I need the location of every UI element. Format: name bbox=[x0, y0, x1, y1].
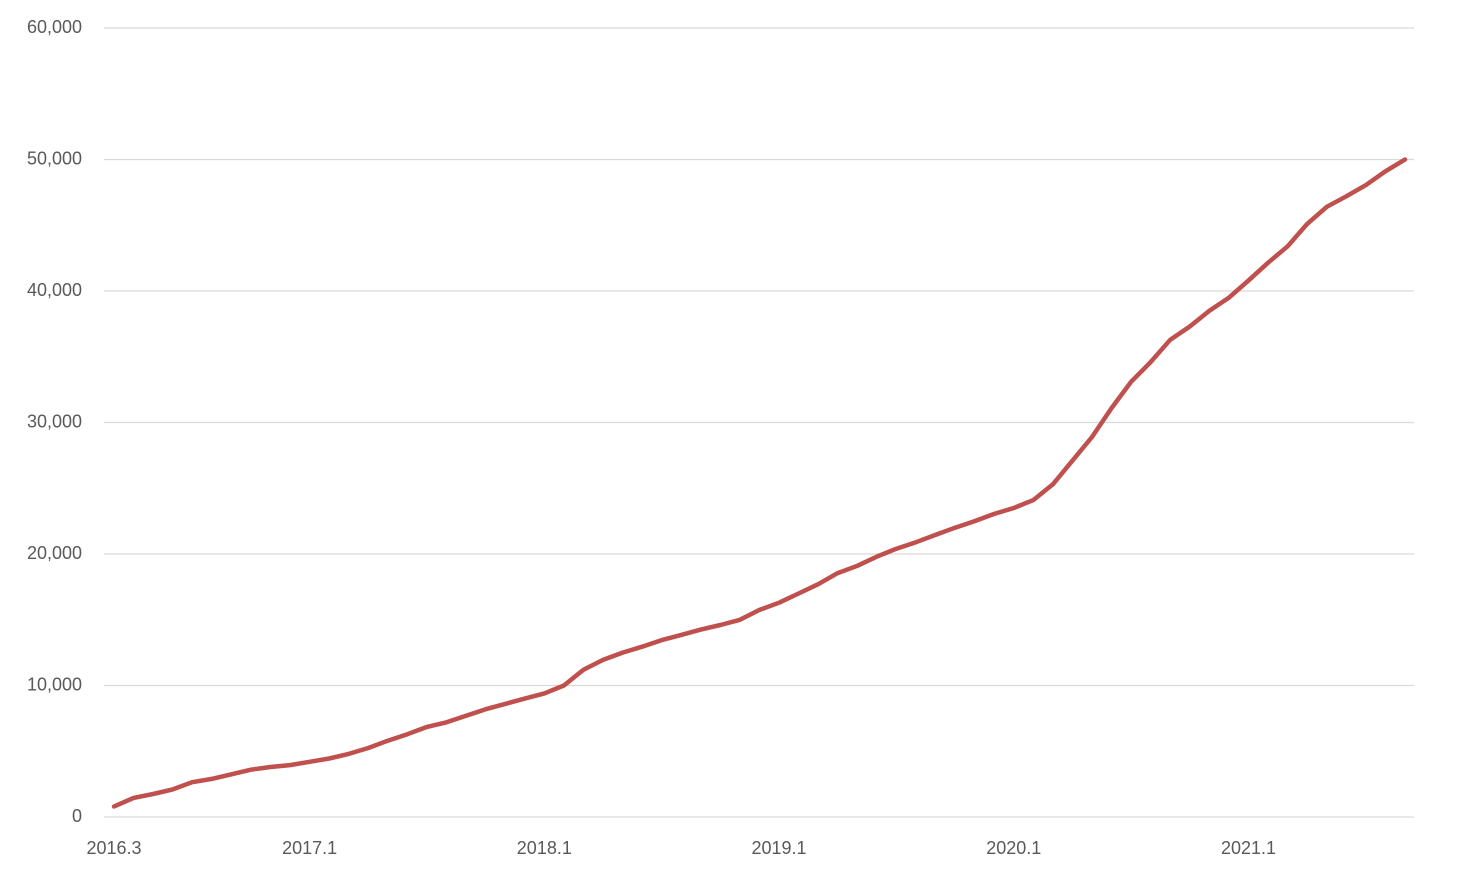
y-tick-label: 50,000 bbox=[27, 148, 82, 168]
y-tick-label: 20,000 bbox=[27, 543, 82, 563]
x-tick-label: 2017.1 bbox=[282, 838, 337, 858]
x-tick-label: 2016.3 bbox=[86, 838, 141, 858]
y-tick-label: 40,000 bbox=[27, 280, 82, 300]
y-tick-label: 60,000 bbox=[27, 17, 82, 37]
x-tick-label: 2019.1 bbox=[752, 838, 807, 858]
data-line bbox=[111, 157, 1408, 809]
x-tick-label: 2018.1 bbox=[517, 838, 572, 858]
y-tick-label: 0 bbox=[72, 806, 82, 826]
x-tick-label: 2020.1 bbox=[986, 838, 1041, 858]
x-tick-label: 2021.1 bbox=[1221, 838, 1276, 858]
y-tick-label: 30,000 bbox=[27, 411, 82, 431]
y-tick-label: 10,000 bbox=[27, 674, 82, 694]
